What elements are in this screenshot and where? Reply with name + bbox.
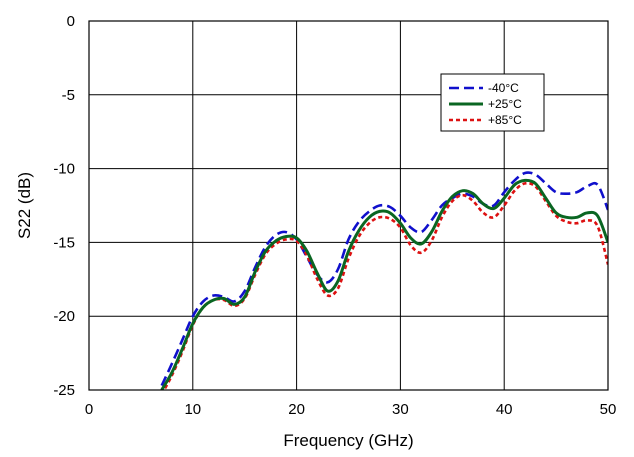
x-tick-label: 10 [184,401,201,418]
series-line-1 [160,178,608,390]
x-tick-label: 0 [85,401,93,418]
y-axis-label: S22 (dB) [15,172,34,239]
y-tick-label: -25 [53,382,75,399]
x-tick-label: 50 [600,401,617,418]
series-line-0 [160,171,608,387]
y-tick-label: -20 [53,308,75,325]
series-lines [160,171,608,390]
x-tick-label: 20 [288,401,305,418]
tick-labels: 0 10 20 30 40 50 0 -5 -10 -15 -20 -25 [53,13,616,418]
y-tick-label: -15 [53,234,75,251]
legend-label-plus25: +25°C [488,97,522,111]
legend-label-minus40: -40°C [488,81,519,95]
y-tick-label: 0 [67,13,75,30]
y-tick-label: -5 [62,87,75,104]
x-axis-label: Frequency (GHz) [283,431,413,450]
legend-label-plus85: +85°C [488,113,522,127]
x-tick-label: 40 [496,401,513,418]
x-tick-label: 30 [392,401,409,418]
series-line-2 [162,181,608,390]
legend: -40°C +25°C +85°C [440,73,545,132]
y-tick-label: -10 [53,161,75,178]
plot-frame [88,20,609,391]
